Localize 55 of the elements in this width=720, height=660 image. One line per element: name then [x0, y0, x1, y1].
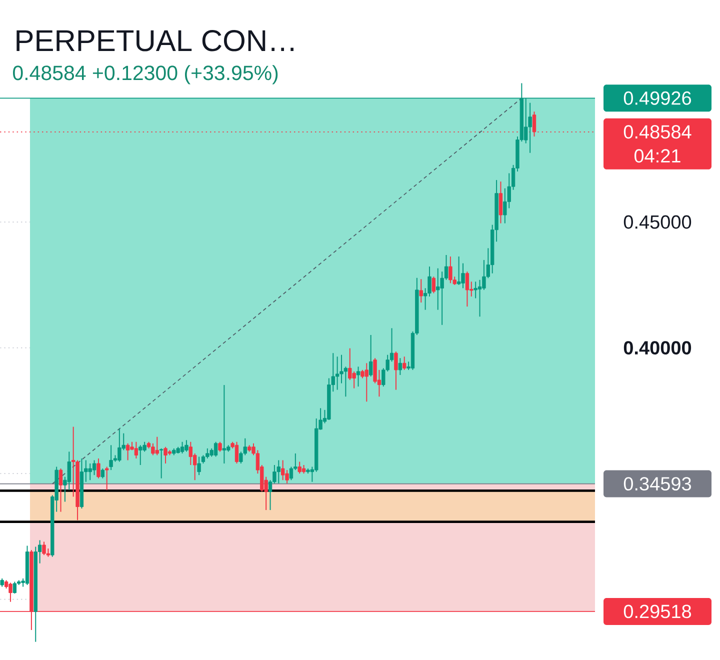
- candlestick: [222, 384, 226, 464]
- candlestick: [356, 366, 360, 388]
- candlestick: [364, 362, 368, 402]
- candlestick: [465, 271, 470, 308]
- candlestick: [352, 370, 356, 389]
- candlestick: [344, 366, 348, 398]
- candlestick: [118, 428, 122, 462]
- candlestick: [88, 462, 92, 481]
- candlestick: [126, 442, 130, 461]
- candlestick: [289, 466, 294, 481]
- y-tick-label: 0.45000: [624, 215, 692, 229]
- candlestick: [96, 458, 100, 479]
- candlestick: [197, 456, 201, 476]
- candlestick: [8, 582, 12, 602]
- candlestick: [180, 441, 184, 454]
- candlestick: [214, 441, 218, 458]
- candlestick: [218, 441, 222, 452]
- candlestick: [134, 441, 138, 459]
- candlestick: [12, 581, 17, 594]
- y-tick-label: 0.40000: [624, 341, 692, 355]
- candlestick: [58, 468, 63, 512]
- candlestick: [419, 278, 423, 304]
- candlestick: [368, 334, 373, 377]
- ref-line-label: 0.34593: [624, 477, 691, 491]
- candlestick: [42, 541, 46, 556]
- candlestick: [105, 466, 109, 491]
- candlestick: [109, 444, 113, 471]
- candlestick: [138, 444, 142, 466]
- candlestick: [394, 351, 398, 390]
- candlestick: [398, 358, 402, 376]
- chart-subtitle: 0.48584 +0.12300 (+33.95%): [13, 65, 278, 84]
- candlestick: [92, 460, 96, 476]
- candlestick: [280, 460, 285, 481]
- candlestick: [298, 461, 302, 474]
- candlestick: [159, 448, 164, 479]
- candlestick: [432, 276, 436, 294]
- candlestick: [206, 448, 210, 459]
- chart-title: PERPETUAL CON…: [16, 30, 294, 52]
- candlestick: [155, 436, 159, 456]
- ref-line-label: 0.49926: [624, 91, 691, 105]
- candlestick: [184, 440, 188, 452]
- candlestick: [164, 446, 168, 464]
- candlestick: [234, 441, 239, 464]
- ref-line-label: 0.48584: [624, 125, 692, 139]
- candlestick: [498, 181, 503, 224]
- candlestick: [276, 460, 280, 484]
- candlestick: [335, 356, 340, 390]
- candlestick: [448, 256, 452, 284]
- candlestick: [528, 102, 532, 154]
- text: 04:21: [634, 149, 680, 163]
- candlestick: [478, 279, 482, 318]
- candlestick: [100, 468, 105, 479]
- candlestick: [402, 356, 406, 370]
- candlestick: [474, 281, 478, 299]
- ref-line-label: 0.29518: [624, 604, 692, 618]
